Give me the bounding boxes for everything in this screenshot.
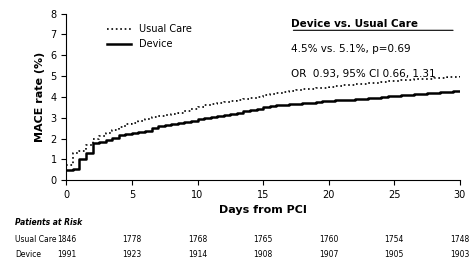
Device (404, 93, 410, 96)
Text: 1768: 1768 (188, 235, 207, 244)
Device (457, 89, 463, 92)
Usual Care (457, 75, 463, 78)
Usual Care (273, 91, 279, 94)
Device (201, 116, 207, 119)
Line: Usual Care: Usual Care (66, 76, 460, 165)
Text: 1765: 1765 (254, 235, 273, 244)
Text: 1914: 1914 (188, 250, 207, 259)
Text: Patients at Risk: Patients at Risk (15, 218, 82, 227)
Legend: Usual Care, Device: Usual Care, Device (103, 20, 195, 53)
Text: 4.5% vs. 5.1%, p=0.69: 4.5% vs. 5.1%, p=0.69 (291, 44, 410, 54)
Usual Care (201, 103, 207, 107)
Text: 1908: 1908 (254, 250, 273, 259)
Usual Care (64, 163, 69, 166)
Text: 1903: 1903 (450, 250, 469, 259)
Usual Care (155, 114, 161, 117)
Text: Device: Device (15, 250, 41, 259)
Text: Usual Care: Usual Care (15, 235, 57, 244)
Text: 1923: 1923 (122, 250, 142, 259)
Line: Device: Device (66, 91, 460, 170)
Text: OR  0.93, 95% CI 0.66, 1.31: OR 0.93, 95% CI 0.66, 1.31 (291, 69, 435, 79)
Text: 1907: 1907 (319, 250, 338, 259)
Text: 1778: 1778 (122, 235, 142, 244)
Text: 1991: 1991 (57, 250, 76, 259)
Device (273, 103, 279, 107)
Text: 1748: 1748 (450, 235, 469, 244)
Y-axis label: MACE rate (%): MACE rate (%) (35, 52, 45, 142)
X-axis label: Days from PCI: Days from PCI (219, 206, 307, 215)
Usual Care (142, 117, 148, 120)
Text: 1760: 1760 (319, 235, 338, 244)
Device (300, 102, 305, 105)
Text: 1846: 1846 (57, 235, 76, 244)
Device (64, 168, 69, 171)
Usual Care (300, 87, 305, 91)
Usual Care (404, 78, 410, 81)
Device (142, 130, 148, 133)
Text: Device vs. Usual Care: Device vs. Usual Care (291, 19, 418, 29)
Text: 1754: 1754 (384, 235, 404, 244)
Device (155, 124, 161, 128)
Text: 1905: 1905 (384, 250, 404, 259)
